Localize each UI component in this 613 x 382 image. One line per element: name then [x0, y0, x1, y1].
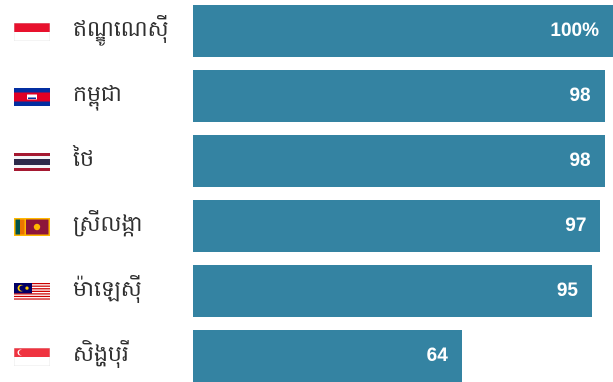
bar-value-label: 98: [569, 150, 591, 171]
bar-value-label: 97: [565, 215, 587, 236]
bar-value-label: 100%: [550, 20, 599, 41]
bar: 98: [193, 135, 605, 187]
bar-value-label: 64: [426, 345, 448, 366]
bar: 95: [193, 265, 592, 317]
sri-lanka-flag-icon: [14, 218, 50, 236]
cambodia-flag-icon: [14, 88, 50, 106]
thailand-flag-icon: [14, 153, 50, 171]
category-label: ថៃ: [73, 147, 94, 172]
bar: 100%: [193, 5, 613, 57]
chart-row: ថៃ 98: [0, 135, 613, 187]
bar: 97: [193, 200, 601, 252]
singapore-flag-icon: [14, 348, 50, 366]
bar-value-label: 95: [556, 280, 578, 301]
bar-value-label: 98: [569, 85, 591, 106]
chart-row: ស្រីលង្កា 97: [0, 200, 613, 252]
malaysia-flag-icon: [14, 283, 50, 301]
chart-row: ម៉ាឡេស៊ី 95: [0, 265, 613, 317]
category-label: ស្រីលង្កា: [73, 212, 143, 237]
category-label: សិង្ហបុរី: [73, 342, 129, 367]
chart-row: កម្ពុជា 98: [0, 70, 613, 122]
category-label: ឥណ្ឌូណេស៊ី: [73, 17, 169, 42]
category-label: ម៉ាឡេស៊ី: [73, 277, 142, 302]
chart-row: សិង្ហបុរី 64: [0, 330, 613, 382]
category-label: កម្ពុជា: [73, 82, 122, 107]
bar: 98: [193, 70, 605, 122]
chart-row: ឥណ្ឌូណេស៊ី 100%: [0, 5, 613, 57]
indonesia-flag-icon: [14, 23, 50, 41]
bar: 64: [193, 330, 462, 382]
